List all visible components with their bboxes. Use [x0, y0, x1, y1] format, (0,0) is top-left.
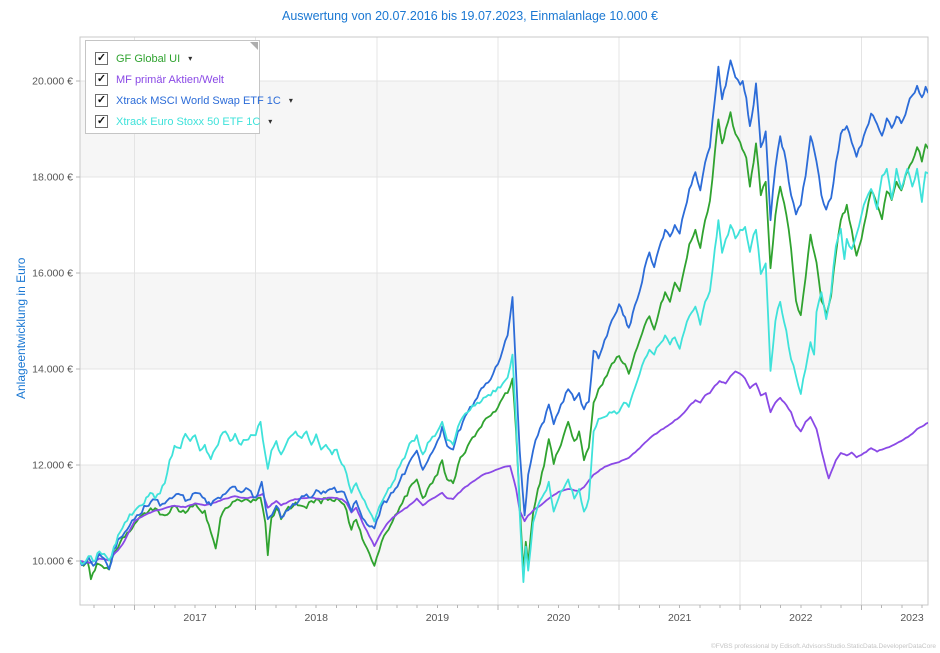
interlaced-band — [80, 465, 928, 561]
legend-checkbox[interactable]: ✓ — [95, 94, 108, 107]
series-line-xtrack-euro-stoxx-50-etf-1c — [80, 167, 928, 583]
y-axis-label: 18.000 € — [32, 172, 73, 184]
axis-tick-marks — [76, 80, 923, 610]
y-axis-label: 16.000 € — [32, 268, 73, 280]
legend-series-label: Xtrack Euro Stoxx 50 ETF 1C — [116, 115, 261, 128]
series-line-mf-prim-r-aktien-welt — [80, 370, 928, 564]
legend-dropdown-arrow-icon[interactable]: ▾ — [268, 117, 273, 126]
legend-resize-grip-icon[interactable] — [250, 42, 258, 50]
legend-checkbox[interactable]: ✓ — [95, 52, 108, 65]
legend-item-3[interactable]: ✓ Xtrack MSCI World Swap ETF 1C ▾ — [95, 90, 293, 111]
x-axis-label: 2019 — [426, 612, 450, 624]
series-line-gf-global-ui — [80, 111, 928, 581]
legend-series-label: Xtrack MSCI World Swap ETF 1C — [116, 94, 281, 107]
legend-dropdown-arrow-icon[interactable]: ▾ — [188, 54, 193, 63]
series-line-xtrack-msci-world-swap-etf-1c — [80, 59, 928, 571]
copyright-note: ©FVBS professional by Edisoft.AdvisorsSt… — [710, 643, 936, 650]
y-axis-label: 20.000 € — [32, 76, 73, 88]
y-axis-labels: 20.000 € 18.000 € 16.000 € 14.000 € 12.000 €… — [32, 76, 73, 568]
interlaced-band — [80, 273, 928, 369]
chart-title: Auswertung von 20.07.2016 bis 19.07.2023… — [282, 9, 658, 23]
legend-series-label: MF primär Aktien/Welt — [116, 73, 224, 86]
legend-series-label: GF Global UI — [116, 52, 181, 65]
x-axis-label: 2017 — [183, 612, 207, 624]
y-axis-label: 14.000 € — [32, 364, 73, 376]
x-axis-labels: 2017 2018 2019 2020 2021 2022 2023 — [183, 612, 923, 624]
y-axis-title: Anlageentwicklung in Euro — [14, 257, 28, 399]
legend-item-4[interactable]: ✓ Xtrack Euro Stoxx 50 ETF 1C ▾ — [95, 111, 272, 132]
legend-panel[interactable]: ✓ GF Global UI ▾ ✓ MF primär Aktien/Welt ✓ Xtr… — [85, 40, 293, 134]
gridlines — [80, 37, 928, 605]
y-axis-label: 10.000 € — [32, 556, 73, 568]
legend-checkbox[interactable]: ✓ — [95, 73, 108, 86]
x-axis-label: 2022 — [789, 612, 813, 624]
x-axis-label: 2023 — [900, 612, 924, 624]
plot-interlaced-bands — [80, 81, 928, 561]
legend-item-2[interactable]: ✓ MF primär Aktien/Welt — [95, 69, 259, 90]
legend-item-1[interactable]: ✓ GF Global UI ▾ — [95, 48, 259, 69]
x-axis-label: 2018 — [305, 612, 329, 624]
series-lines — [80, 59, 928, 583]
legend-dropdown-arrow-icon[interactable]: ▾ — [288, 96, 293, 105]
x-axis-label: 2020 — [547, 612, 571, 624]
x-axis-label: 2021 — [668, 612, 692, 624]
legend-checkbox[interactable]: ✓ — [95, 115, 108, 128]
y-axis-label: 12.000 € — [32, 460, 73, 472]
plot-border — [79, 36, 929, 606]
